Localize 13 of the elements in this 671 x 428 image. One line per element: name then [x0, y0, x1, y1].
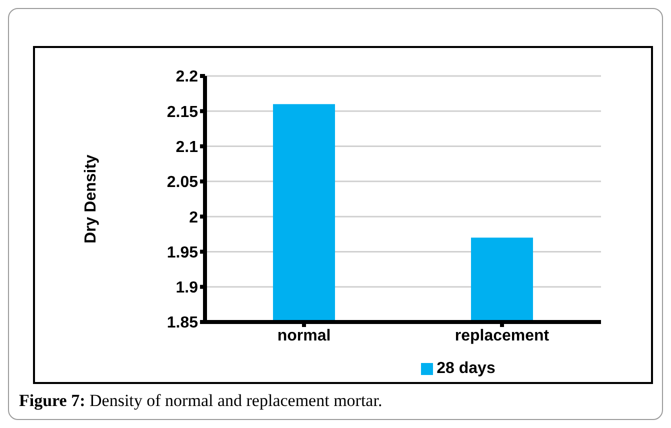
- y-tick-label: 2.2: [176, 68, 198, 86]
- y-tick-label: 1.9: [176, 280, 198, 297]
- legend-label: 28 days: [436, 360, 496, 377]
- y-tick-label: 2.1: [176, 138, 198, 156]
- x-tick-label: normal: [277, 327, 331, 344]
- y-tick-label: 2.05: [166, 174, 198, 192]
- x-tick-label: replacement: [454, 327, 550, 344]
- y-tick-label: 2.15: [166, 104, 198, 121]
- y-tick-label: 1.85: [166, 314, 198, 332]
- y-tick-label: 1.95: [166, 244, 198, 262]
- y-axis-title: Dry Density: [82, 154, 100, 244]
- caption: Figure 7: Density of normal and replacement mortar.: [19, 391, 382, 410]
- y-tick-label: 2: [189, 209, 198, 226]
